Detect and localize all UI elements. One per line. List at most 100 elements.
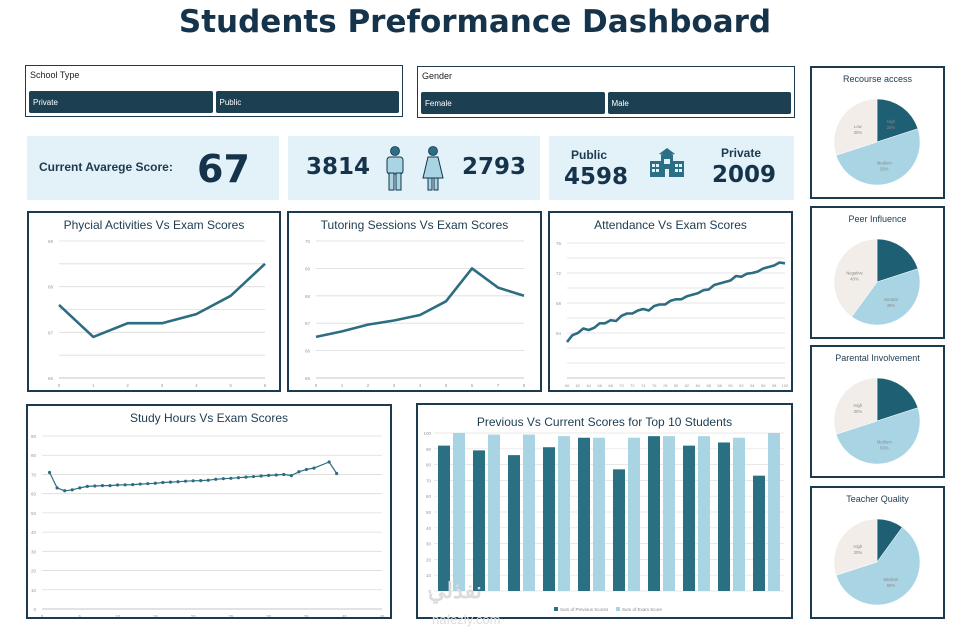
legend-label: Sum of Previous Scores bbox=[560, 607, 609, 612]
bar bbox=[648, 436, 660, 591]
data-point bbox=[297, 470, 301, 474]
bar bbox=[578, 437, 590, 591]
data-point bbox=[161, 480, 165, 485]
series-line bbox=[58, 262, 266, 339]
watermark-text: nafezly.com bbox=[432, 612, 501, 627]
x-tick-label: 68 bbox=[608, 383, 613, 388]
chart-title: Attendance Vs Exam Scores bbox=[594, 218, 747, 232]
bar bbox=[733, 437, 745, 591]
legend-swatch bbox=[554, 607, 558, 611]
data-point bbox=[138, 482, 142, 486]
legend-label: Sum of Exam Score bbox=[622, 607, 663, 612]
data-point bbox=[168, 480, 173, 484]
pie-label: 50% bbox=[880, 445, 889, 450]
public-label: Public bbox=[571, 148, 608, 162]
peer-influence-pie: Peer Influence Neutral 40% Negative 40% bbox=[810, 206, 945, 339]
y-tick-label: 60 bbox=[31, 492, 37, 497]
data-point bbox=[115, 483, 120, 487]
parental-involvement-pie: Parental Involvement Medium 50% High 30% bbox=[810, 345, 945, 478]
slicer-option-male[interactable]: Male bbox=[607, 92, 791, 114]
pie-label: High bbox=[854, 403, 863, 408]
resource-access-pie: Recourse access High 20% Medium 50% Low 30% bbox=[810, 66, 945, 199]
data-point bbox=[176, 480, 180, 484]
chart-title: Previous Vs Current Scores for Top 10 St… bbox=[476, 415, 733, 429]
slicer-option-public[interactable]: Public bbox=[215, 91, 399, 113]
study-hours-chart: Study Hours Vs Exam Scores 0 10 20 30 40 50 60… bbox=[26, 404, 392, 619]
bar bbox=[593, 437, 605, 591]
data-point bbox=[289, 473, 293, 478]
x-tick-label: 5 bbox=[229, 383, 232, 388]
data-point bbox=[221, 477, 225, 481]
slicer-option-private[interactable]: Private bbox=[29, 91, 213, 113]
tutoring-chart: Tutoring Sessions Vs Exam Scores 65 66 67 6… bbox=[287, 211, 542, 392]
data-point bbox=[327, 460, 331, 464]
data-point bbox=[214, 477, 218, 481]
chart-title: Recourse access bbox=[842, 74, 913, 84]
pie-label: 40% bbox=[887, 303, 896, 308]
y-tick-label: 70 bbox=[31, 472, 37, 477]
bar bbox=[473, 450, 485, 591]
series-line bbox=[315, 267, 525, 339]
x-tick-label: 3 bbox=[161, 383, 164, 388]
y-tick-label: 100 bbox=[423, 431, 431, 436]
y-tick-label: 10 bbox=[31, 588, 37, 593]
y-tick-label: 60 bbox=[426, 494, 432, 499]
data-point bbox=[146, 482, 150, 486]
female-count: 2793 bbox=[462, 154, 527, 180]
bar bbox=[613, 469, 625, 591]
y-tick-label: 90 bbox=[426, 447, 432, 452]
pie-label: 30% bbox=[854, 550, 863, 555]
x-tick-label: 72 bbox=[630, 383, 635, 388]
dashboard-title: Students Preformance Dashboard bbox=[178, 4, 772, 40]
female-icon bbox=[422, 146, 444, 191]
chart-title: Study Hours Vs Exam Scores bbox=[129, 411, 289, 425]
y-tick-label: 67 bbox=[305, 321, 311, 326]
y-tick-label: 64 bbox=[556, 331, 562, 336]
bar bbox=[718, 442, 730, 591]
y-tick-label: 90 bbox=[31, 434, 37, 439]
pie-label: 20% bbox=[887, 125, 896, 130]
x-tick-label: 96 bbox=[761, 383, 766, 388]
pie-label: 40% bbox=[850, 277, 859, 282]
y-tick-label: 30 bbox=[31, 549, 37, 554]
pie-slice bbox=[876, 98, 919, 143]
watermark-logo: نفذلي bbox=[428, 578, 482, 603]
x-tick-label: 98 bbox=[772, 383, 777, 388]
series-line bbox=[49, 461, 338, 492]
data-point bbox=[131, 483, 135, 487]
y-tick-label: 20 bbox=[31, 569, 37, 574]
public-value: 4598 bbox=[564, 164, 629, 190]
y-tick-label: 72 bbox=[556, 271, 562, 276]
avg-score-label: Current Avarege Score: bbox=[39, 160, 173, 174]
slicer-option-female[interactable]: Female bbox=[421, 92, 605, 114]
bar bbox=[683, 445, 695, 591]
x-tick-label: 30 bbox=[266, 614, 272, 617]
y-tick-label: 10 bbox=[426, 573, 432, 578]
x-tick-label: 90 bbox=[728, 383, 733, 388]
slicer-header: School Type bbox=[30, 70, 80, 80]
y-tick-label: 69 bbox=[48, 239, 54, 244]
data-point bbox=[123, 483, 127, 487]
pie-label: Medium bbox=[877, 439, 892, 444]
pie-label: High bbox=[887, 119, 896, 124]
chart-title: Tutoring Sessions Vs Exam Scores bbox=[320, 218, 509, 232]
x-tick-label: 66 bbox=[597, 383, 602, 388]
data-point bbox=[236, 476, 241, 480]
x-tick-label: 1 bbox=[92, 383, 95, 388]
bar bbox=[753, 475, 765, 591]
avg-score-value: 67 bbox=[197, 147, 250, 191]
x-tick-label: 84 bbox=[696, 383, 701, 388]
male-icon bbox=[386, 146, 404, 191]
pie-slice bbox=[876, 238, 919, 283]
pie-label: Medium bbox=[877, 160, 892, 165]
data-point bbox=[335, 471, 339, 476]
gender-slicer: Gender Female Male bbox=[417, 66, 795, 118]
teacher-quality-pie: Teacher Quality Medium 60% High 30% bbox=[810, 486, 945, 619]
pie-slice bbox=[835, 128, 921, 186]
pie-slice bbox=[833, 518, 878, 576]
data-point bbox=[85, 484, 89, 488]
slicer-header: Gender bbox=[422, 71, 453, 81]
y-tick-label: 76 bbox=[556, 241, 562, 246]
y-tick-label: 0 bbox=[33, 607, 36, 612]
